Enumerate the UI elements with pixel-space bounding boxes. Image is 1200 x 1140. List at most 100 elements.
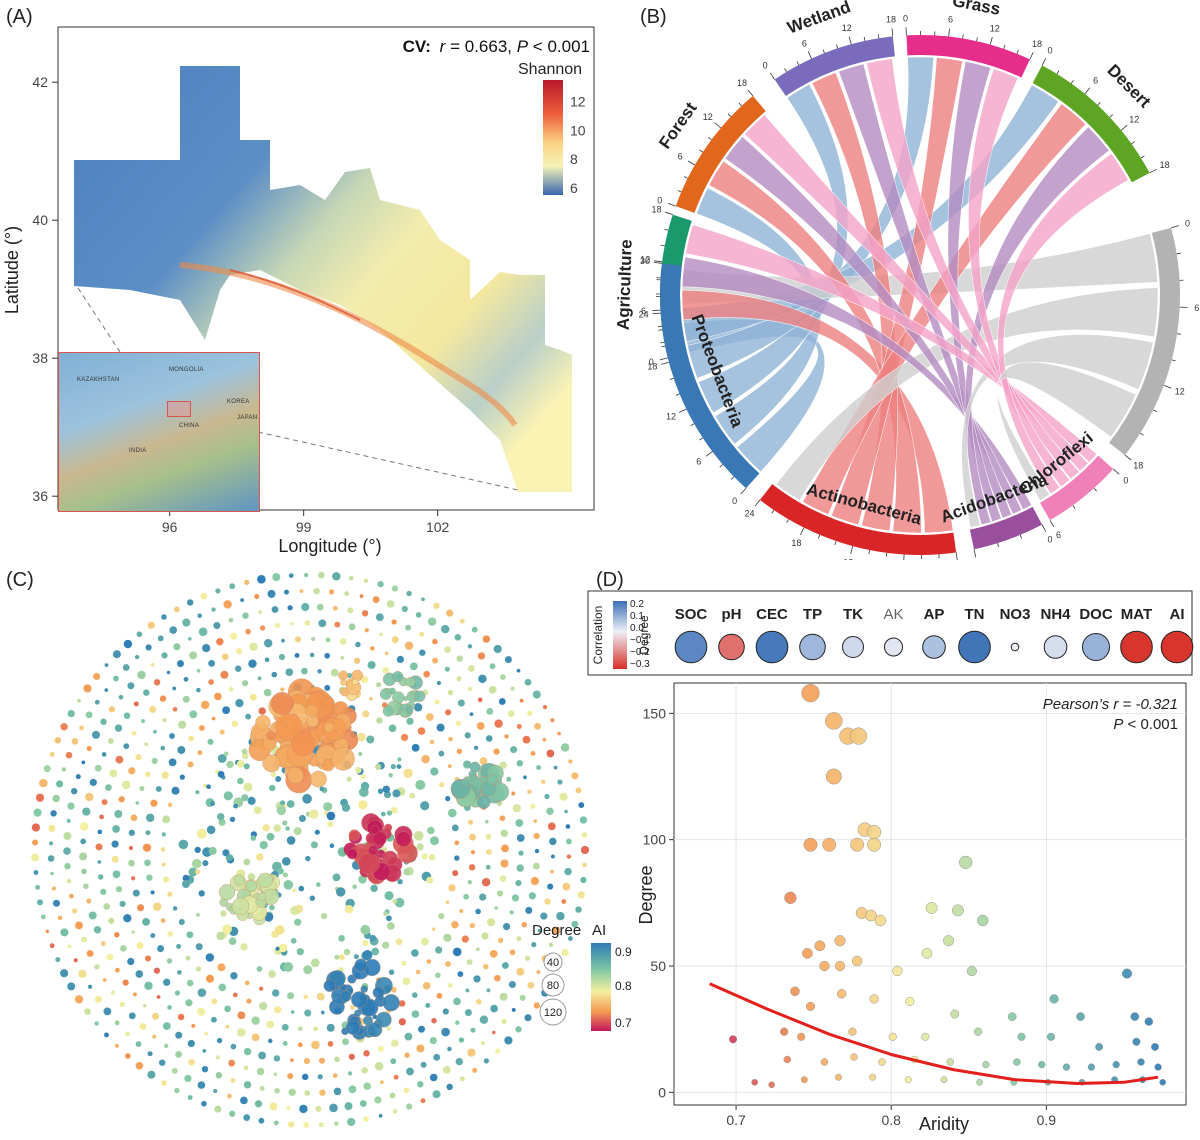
network-node — [363, 1116, 369, 1122]
chord-tick-mark — [1113, 469, 1119, 474]
network-node — [124, 712, 131, 719]
network-node — [169, 758, 177, 766]
network-node — [259, 986, 264, 991]
scatter-point-63 — [1088, 1064, 1095, 1071]
network-node — [426, 959, 431, 964]
a-ytick-0: 42 — [32, 74, 48, 90]
network-node — [123, 743, 129, 749]
network-node — [102, 752, 107, 757]
chord-tick-mark — [1177, 334, 1181, 335]
network-node — [109, 769, 117, 777]
network-node — [348, 1071, 353, 1076]
network-node — [199, 890, 205, 896]
network-node — [206, 784, 211, 789]
network-node — [324, 653, 330, 659]
network-node — [304, 1058, 311, 1065]
network-node — [355, 642, 361, 648]
scatter-point-62 — [1063, 1064, 1070, 1071]
network-cluster-node — [258, 873, 273, 888]
network-node — [359, 594, 363, 598]
network-node — [167, 892, 172, 897]
network-node — [86, 898, 91, 903]
network-node — [242, 612, 249, 619]
network-node — [313, 588, 320, 595]
network-node — [196, 688, 201, 693]
network-node — [273, 1072, 277, 1076]
chord-tick-mark — [784, 68, 786, 71]
chord-tick-mark — [679, 409, 686, 413]
network-node — [290, 1058, 294, 1062]
network-node — [258, 707, 266, 715]
network-node — [392, 636, 399, 643]
network-node — [153, 902, 162, 911]
network-node — [550, 718, 555, 723]
network-node — [186, 931, 193, 938]
network-node — [151, 758, 158, 765]
network-node — [50, 810, 57, 817]
network-node — [139, 786, 144, 791]
network-node — [469, 864, 476, 871]
network-node — [468, 820, 473, 825]
network-node — [454, 634, 461, 641]
variable-label-ph: pH — [722, 606, 742, 623]
network-node — [422, 853, 428, 859]
network-node — [103, 903, 110, 910]
chord-tick-mark — [1004, 45, 1005, 49]
network-node — [427, 827, 435, 835]
variable-label-ak: AK — [883, 606, 903, 623]
scatter-point-56 — [878, 1059, 885, 1066]
network-node — [87, 950, 94, 957]
network-node — [132, 731, 137, 736]
network-cluster-node — [234, 875, 245, 886]
network-node — [137, 671, 146, 680]
network-node — [467, 686, 472, 691]
network-node — [167, 671, 171, 675]
network-node — [175, 1032, 182, 1039]
network-node — [44, 765, 51, 772]
network-node — [113, 650, 121, 658]
network-node — [469, 923, 475, 929]
network-node — [453, 997, 461, 1005]
network-node — [282, 857, 291, 866]
network-node — [432, 658, 438, 664]
network-node — [237, 1011, 245, 1019]
network-node — [416, 1044, 424, 1052]
network-node — [236, 648, 243, 655]
network-node — [377, 581, 384, 588]
d-xtick-2: 0.9 — [1037, 1112, 1057, 1128]
network-node — [411, 949, 419, 957]
network-node — [468, 644, 473, 649]
network-node — [229, 583, 235, 589]
network-node — [451, 921, 459, 929]
network-node — [321, 913, 327, 919]
network-node — [403, 869, 409, 875]
network-node — [311, 841, 318, 848]
network-node — [185, 999, 193, 1007]
network-node — [378, 789, 383, 794]
network-node — [202, 1049, 206, 1053]
network-node — [282, 820, 287, 825]
network-node — [549, 838, 557, 846]
network-node — [425, 1003, 430, 1008]
network-node — [37, 899, 43, 905]
network-node — [521, 922, 527, 928]
network-node — [146, 874, 153, 881]
colorbar-tick-3: 6 — [570, 180, 578, 196]
network-node — [175, 990, 181, 996]
network-node — [257, 575, 266, 584]
network-cluster-node — [352, 679, 358, 685]
network-node — [564, 868, 572, 876]
network-cluster-node — [271, 692, 293, 714]
chord-label-agriculture: Agriculture — [614, 239, 636, 330]
network-node — [188, 1059, 195, 1066]
network-cluster-node — [219, 884, 235, 900]
network-node — [363, 1082, 371, 1090]
network-node — [111, 840, 119, 848]
scatter-point-28 — [967, 966, 977, 976]
network-node — [389, 969, 395, 975]
chord-tick-mark — [755, 500, 760, 506]
scatter-point-46 — [922, 1033, 930, 1041]
panel-a-ylabel: Latitude (°) — [2, 226, 22, 314]
network-node — [443, 1008, 450, 1015]
network-node — [222, 924, 232, 934]
